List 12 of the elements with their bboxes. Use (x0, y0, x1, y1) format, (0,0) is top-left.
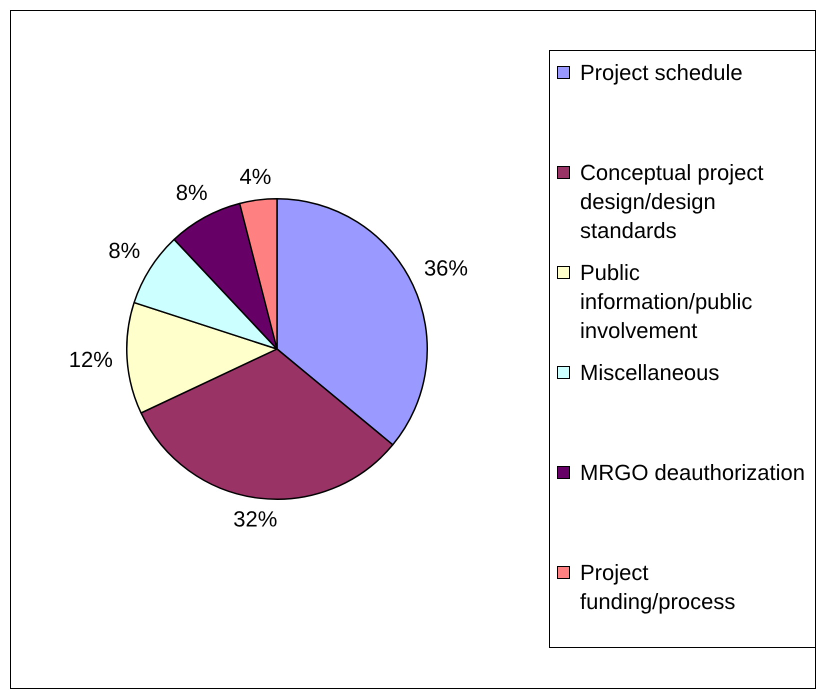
legend-label: Miscellaneous (580, 359, 720, 387)
data-label: 32% (233, 506, 278, 532)
data-label: 12% (68, 346, 113, 372)
legend-label: Conceptual project design/design standards (580, 159, 764, 245)
legend-label: Public information/public involvement (580, 259, 754, 345)
legend-label: Project schedule (580, 59, 744, 87)
data-label: 8% (176, 180, 208, 205)
legend-label: MRGO deauthorization (580, 459, 806, 487)
legend-label: Project funding/process (580, 559, 736, 616)
data-label: 36% (424, 256, 468, 281)
data-label: 4% (240, 164, 272, 190)
data-label: 8% (108, 238, 140, 264)
